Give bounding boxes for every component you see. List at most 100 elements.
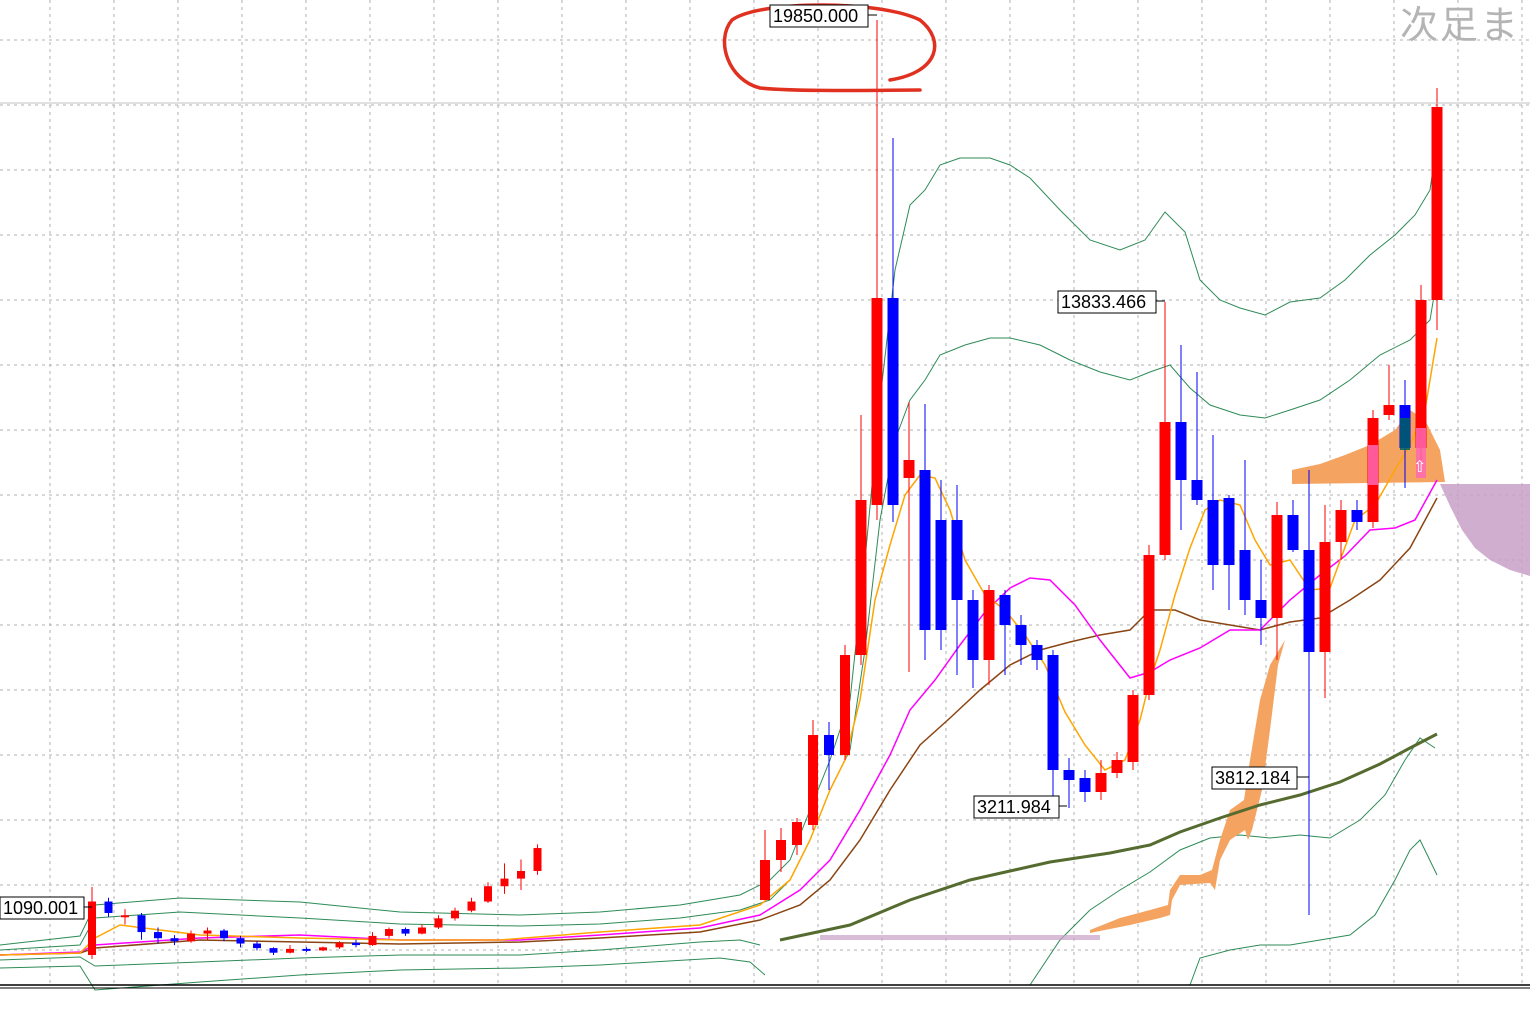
- bb-lower-1: [0, 939, 761, 967]
- candle-body: [824, 735, 834, 755]
- grid: [0, 0, 1530, 985]
- candle-body: [951, 520, 963, 600]
- candle-body: [236, 938, 245, 944]
- candle-body: [517, 870, 525, 879]
- ma-brown: [0, 497, 1438, 956]
- up-arrow-icon: ⇧: [1413, 457, 1426, 476]
- candle-body: [1415, 300, 1427, 448]
- candle-body: [401, 929, 410, 934]
- candle-body: [203, 930, 212, 934]
- candle-body: [1383, 405, 1395, 415]
- candle-body: [1175, 422, 1187, 480]
- candle-highlight: [1416, 428, 1426, 478]
- ma-orange: [0, 337, 1438, 956]
- candle-body: [1207, 500, 1219, 565]
- candle-body: [533, 848, 542, 871]
- value-label-box: [0, 896, 85, 920]
- candle-highlight: [1400, 418, 1410, 450]
- candle-body: [302, 948, 311, 951]
- candle-body: [967, 600, 979, 660]
- candle-body: [760, 860, 770, 900]
- candle-body: [352, 942, 360, 946]
- bb-upper-2: [0, 119, 1441, 946]
- candle-body: [1223, 498, 1235, 565]
- candle-body: [1031, 645, 1043, 660]
- value-label-box: [1211, 766, 1298, 790]
- candle-body: [840, 655, 850, 755]
- kumo-future: [1440, 484, 1530, 576]
- bb-upper-1: [0, 259, 1441, 951]
- value-label: 3812.184: [1215, 768, 1290, 788]
- candle-body: [1111, 760, 1123, 773]
- moving-averages: [0, 337, 1438, 956]
- candle-body: [253, 943, 261, 949]
- candle-body: [1431, 107, 1443, 300]
- candle-body: [335, 942, 344, 948]
- candle-body: [104, 901, 113, 913]
- candle-body: [319, 947, 327, 951]
- highlight-circle: [722, 3, 937, 93]
- candle-body: [286, 948, 294, 953]
- candle-body: [1319, 542, 1331, 652]
- value-label: 19850.000: [773, 6, 858, 26]
- candle-body: [500, 878, 509, 887]
- candle-body: [1127, 695, 1139, 762]
- candle-body: [871, 298, 883, 505]
- candle-body: [1143, 555, 1155, 695]
- candle-body: [484, 886, 492, 902]
- candle-body: [1047, 655, 1059, 770]
- candle-body: [1239, 550, 1251, 600]
- candle-body: [1303, 550, 1315, 652]
- candle-body: [137, 915, 146, 933]
- candle-body: [467, 901, 476, 911]
- value-label-box: [769, 4, 869, 28]
- candle-body: [187, 933, 195, 942]
- value-label: 3211.984: [977, 797, 1051, 817]
- candle-body: [1191, 480, 1203, 500]
- candle-body: [792, 822, 802, 845]
- candle-body: [808, 735, 818, 825]
- candle-body: [903, 460, 915, 478]
- bb-lower-4: [1189, 839, 1438, 986]
- ma-magenta: [0, 479, 1438, 956]
- candle-body: [121, 915, 129, 918]
- value-label-box: [973, 795, 1060, 819]
- bottom-border: [0, 102, 1530, 989]
- ma-olive: [779, 732, 1438, 942]
- candle-body: [368, 935, 377, 946]
- value-label: 13833.466: [1061, 292, 1146, 312]
- value-label-box: [1057, 290, 1157, 314]
- candle-body: [1255, 600, 1267, 618]
- candle-body: [935, 520, 947, 630]
- candle-body: [983, 590, 995, 660]
- value-label: 1090.001: [3, 898, 78, 918]
- candle-body: [88, 901, 96, 955]
- candle-body: [451, 910, 459, 919]
- bollinger-bands: [0, 119, 1441, 991]
- candle-body: [887, 298, 899, 505]
- candle-body: [1351, 510, 1363, 522]
- candle-body: [1015, 625, 1027, 645]
- candle-body: [776, 840, 786, 860]
- candle-body: [1271, 515, 1283, 618]
- kumo-lower-band: [820, 935, 1100, 940]
- candle-body: [1335, 510, 1347, 542]
- candle-body: [418, 927, 426, 934]
- bb-lower-3: [1029, 737, 1436, 986]
- candle-body: [1095, 773, 1107, 792]
- candle-body: [269, 948, 278, 953]
- candle-body: [999, 595, 1011, 625]
- bb-lower-2: [0, 957, 766, 991]
- candle-body: [220, 930, 228, 939]
- candle-body: [154, 932, 162, 939]
- candle-body: [919, 470, 931, 630]
- candle-body: [170, 938, 179, 942]
- candle-body: [385, 929, 393, 936]
- candle-body: [1159, 422, 1171, 555]
- candle-body: [1287, 515, 1299, 550]
- candle-body: [434, 918, 443, 928]
- value-labels: 19850.000 13833.466 3211.984 3812.184 1090.0…: [0, 4, 1426, 920]
- candle-body: [855, 500, 867, 655]
- candle-body: [1063, 770, 1075, 780]
